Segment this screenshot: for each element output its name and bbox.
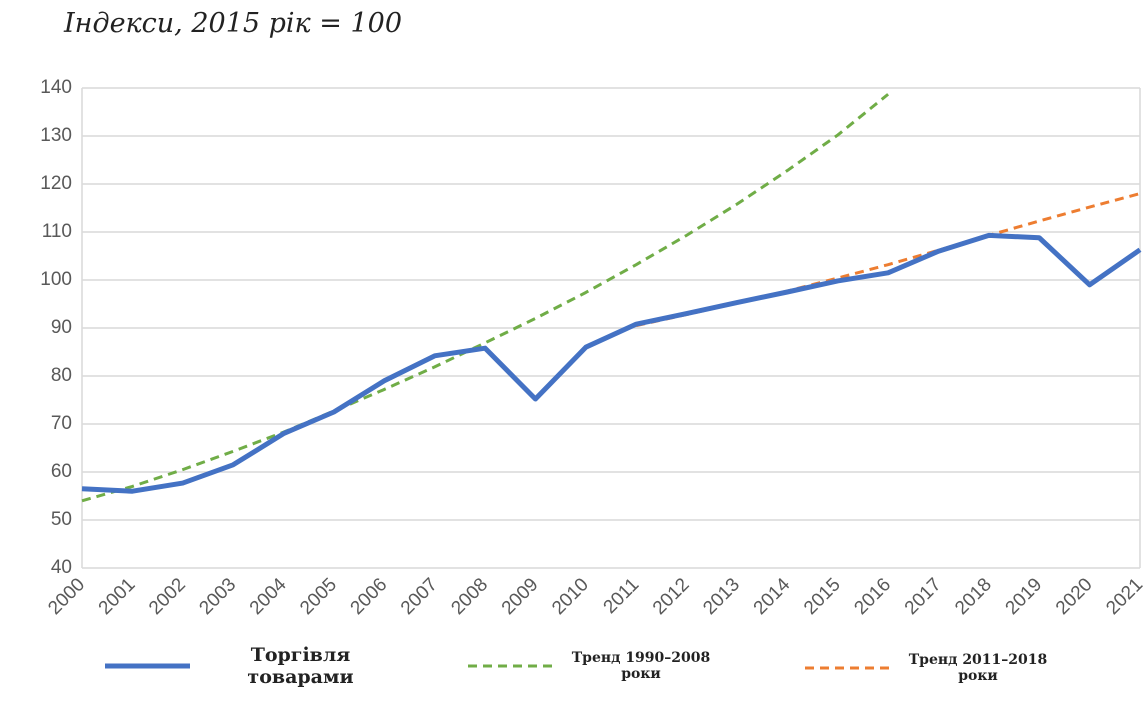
y-tick-label: 90: [51, 317, 72, 338]
legend-label: Торгівля товарами: [247, 644, 354, 688]
x-tick-label: 2017: [901, 574, 946, 619]
x-tick-label: 2018: [951, 574, 996, 619]
y-tick-label: 60: [51, 461, 72, 482]
y-tick-label: 80: [51, 365, 72, 386]
y-tick-label: 110: [42, 221, 72, 242]
x-tick-label: 2012: [649, 574, 694, 619]
x-tick-label: 2003: [195, 574, 240, 619]
legend-swatch: [805, 666, 890, 670]
legend-item: Тренд 1990–2008 роки: [468, 646, 716, 686]
y-tick-label: 120: [40, 173, 72, 194]
series-line: [81, 93, 890, 503]
x-tick-label: 2011: [600, 574, 644, 618]
x-tick-label: 2002: [145, 574, 190, 619]
x-tick-label: 2013: [699, 574, 744, 619]
x-tick-label: 2010: [548, 574, 593, 619]
x-tick-label: 2021: [1102, 574, 1145, 619]
y-tick-label: 100: [40, 269, 72, 290]
y-tick-label: 50: [51, 509, 72, 530]
legend-swatch: [468, 664, 553, 668]
legend-item: Тренд 2011–2018 роки: [805, 648, 1053, 688]
legend-item: Торгівля товарами: [105, 644, 398, 688]
x-tick-label: 2009: [498, 574, 543, 619]
x-tick-label: 2007: [397, 574, 442, 619]
y-tick-label: 130: [40, 125, 72, 146]
x-tick-label: 2020: [1052, 574, 1097, 619]
x-tick-label: 2016: [850, 574, 895, 619]
legend-label: Тренд 2011–2018 роки: [908, 652, 1048, 684]
y-tick-label: 140: [40, 77, 72, 98]
x-tick-label: 2019: [1002, 574, 1047, 619]
x-tick-label: 2015: [800, 574, 845, 619]
legend-swatch: [105, 663, 190, 669]
x-tick-label: 2008: [447, 574, 492, 619]
series-line: [635, 192, 1141, 328]
legend-label: Тренд 1990–2008 роки: [571, 650, 711, 682]
x-tick-label: 2014: [750, 574, 795, 619]
x-tick-label: 2001: [95, 574, 140, 619]
y-tick-label: 40: [51, 557, 72, 578]
series-line: [81, 232, 1142, 494]
x-tick-label: 2004: [246, 574, 291, 619]
x-tick-label: 2005: [296, 574, 341, 619]
y-tick-label: 70: [51, 413, 72, 434]
x-tick-label: 2006: [347, 574, 392, 619]
x-tick-label: 2000: [44, 574, 89, 619]
chart-title: Індекси, 2015 рік = 100: [64, 8, 403, 39]
